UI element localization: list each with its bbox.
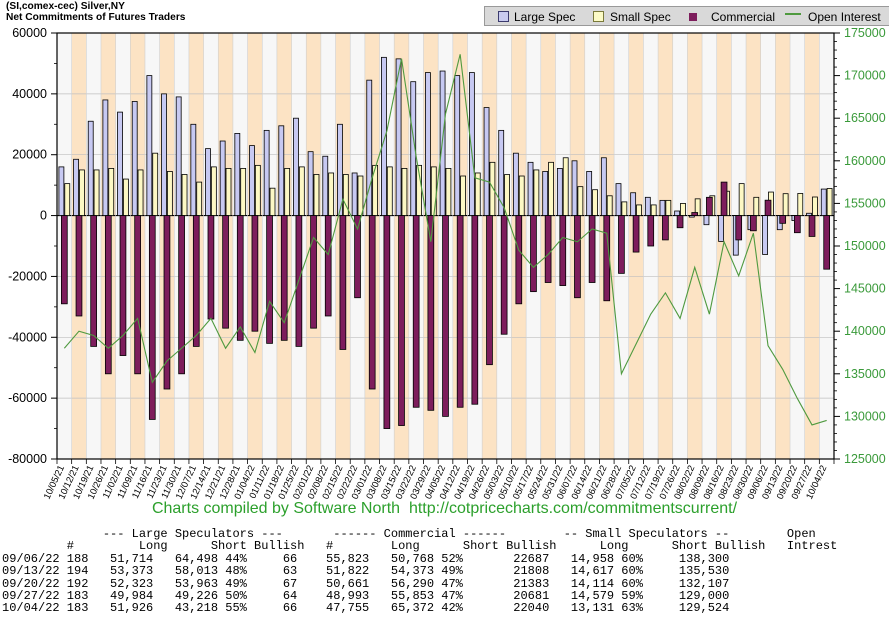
svg-text:-60000: -60000 xyxy=(8,391,47,405)
svg-text:-20000: -20000 xyxy=(8,269,47,283)
svg-text:60000: 60000 xyxy=(12,26,47,40)
svg-text:165000: 165000 xyxy=(844,111,886,125)
svg-text:40000: 40000 xyxy=(12,87,47,101)
svg-text:160000: 160000 xyxy=(844,154,886,168)
svg-text:150000: 150000 xyxy=(844,239,886,253)
svg-text:170000: 170000 xyxy=(844,69,886,83)
svg-text:130000: 130000 xyxy=(844,409,886,423)
svg-text:135000: 135000 xyxy=(844,367,886,381)
svg-text:-40000: -40000 xyxy=(8,330,47,344)
svg-text:125000: 125000 xyxy=(844,452,886,466)
svg-text:175000: 175000 xyxy=(844,26,886,40)
svg-text:-80000: -80000 xyxy=(8,452,47,466)
svg-text:140000: 140000 xyxy=(844,324,886,338)
svg-text:0: 0 xyxy=(40,209,47,223)
svg-text:155000: 155000 xyxy=(844,196,886,210)
svg-text:145000: 145000 xyxy=(844,282,886,296)
svg-text:20000: 20000 xyxy=(12,148,47,162)
